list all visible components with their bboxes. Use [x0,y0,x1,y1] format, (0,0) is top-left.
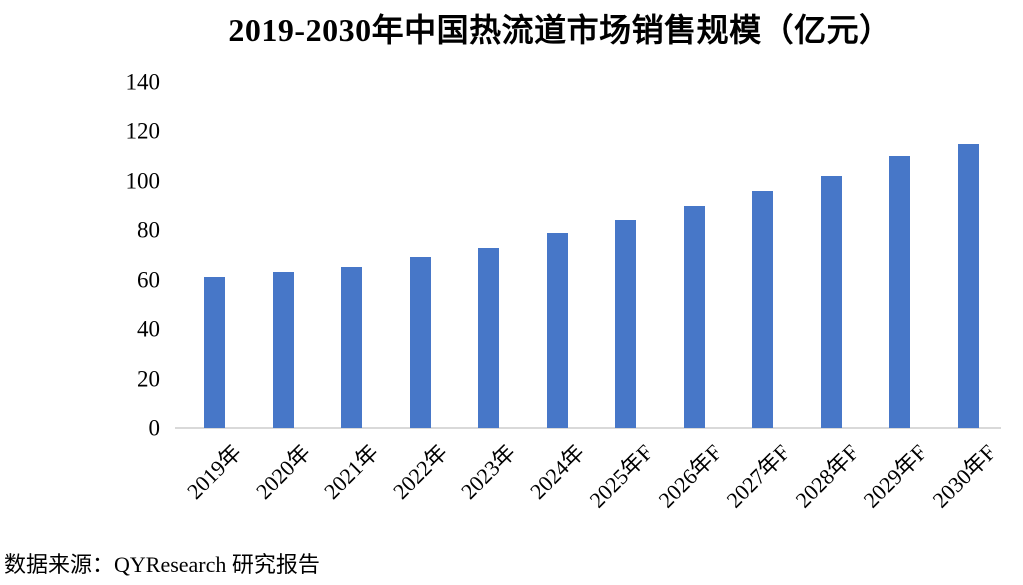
bar-2021年 [341,267,362,428]
y-axis-tick-label: 140 [125,69,161,95]
bar-2024年 [546,232,568,428]
source-note: 数据来源：QYResearch 研究报告 [4,552,320,577]
bar-2030年F [957,143,979,428]
y-axis-tick-label: 120 [125,118,161,144]
x-axis-tick-label: 2022年 [387,439,453,504]
bar-2029年F [889,156,910,428]
x-axis-tick-label: 2030年F [927,439,1001,513]
bar-2023年 [478,247,499,428]
y-axis-tick-label: 60 [137,267,160,293]
x-axis-tick-label: 2021年 [319,439,384,504]
x-axis-tick-label: 2020年 [250,439,316,504]
y-axis-tick-label: 0 [148,415,161,441]
x-axis-tick-label: 2026年F [653,439,727,513]
x-axis-tick-label: 2019年 [182,439,247,504]
bar-2022年 [409,257,431,428]
y-axis-tick-label: 100 [125,168,161,194]
x-axis-tick-label: 2025年F [584,439,658,513]
bar-2019年 [204,277,225,428]
x-axis-line [175,427,1001,429]
bar-2025年F [615,220,636,428]
bar-2027年F [752,190,773,428]
x-axis-tick-label: 2029年F [858,439,932,513]
y-axis-tick-label: 80 [137,217,160,243]
chart-title: 2019-2030年中国热流道市场销售规模（亿元） [228,12,892,48]
bar-2020年 [272,272,294,428]
x-axis-tick-label: 2027年F [721,439,795,513]
bar-2028年F [820,175,842,428]
bar-2026年F [683,205,705,428]
x-axis-tick-label: 2028年F [790,439,864,513]
x-axis-tick-label: 2024年 [524,439,590,504]
y-axis-tick-label: 40 [137,316,160,342]
x-axis-tick-label: 2023年 [456,439,521,504]
y-axis-tick-label: 20 [137,366,160,392]
